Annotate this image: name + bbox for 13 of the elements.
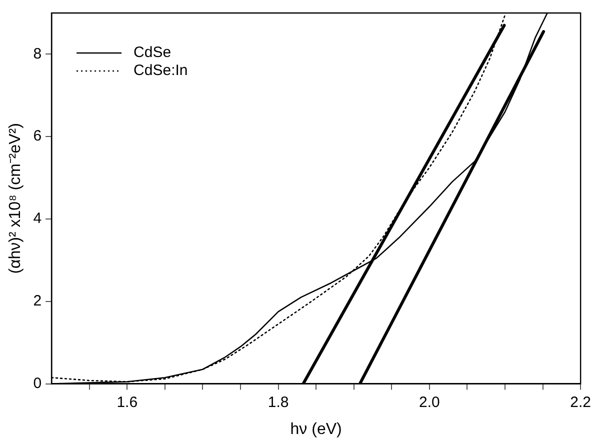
- x-tick-label: 1.8: [268, 394, 289, 411]
- y-axis-title: (αhν)² x10⁸ (cm⁻²eV²): [7, 123, 24, 274]
- y-tick-label: 0: [33, 374, 42, 392]
- x-tick-label: 1.6: [116, 394, 138, 411]
- y-tick-label: 2: [33, 292, 42, 310]
- y-tick-label: 6: [33, 128, 42, 145]
- x-tick-label: 2.0: [418, 394, 440, 411]
- x-axis-title: hν (eV): [290, 420, 342, 438]
- legend-label: CdSe:In: [134, 62, 188, 80]
- y-tick-label: 8: [33, 45, 42, 62]
- x-tick-label: 2.2: [570, 394, 592, 411]
- y-tick-label: 4: [33, 210, 42, 228]
- legend-label: CdSe: [134, 44, 172, 62]
